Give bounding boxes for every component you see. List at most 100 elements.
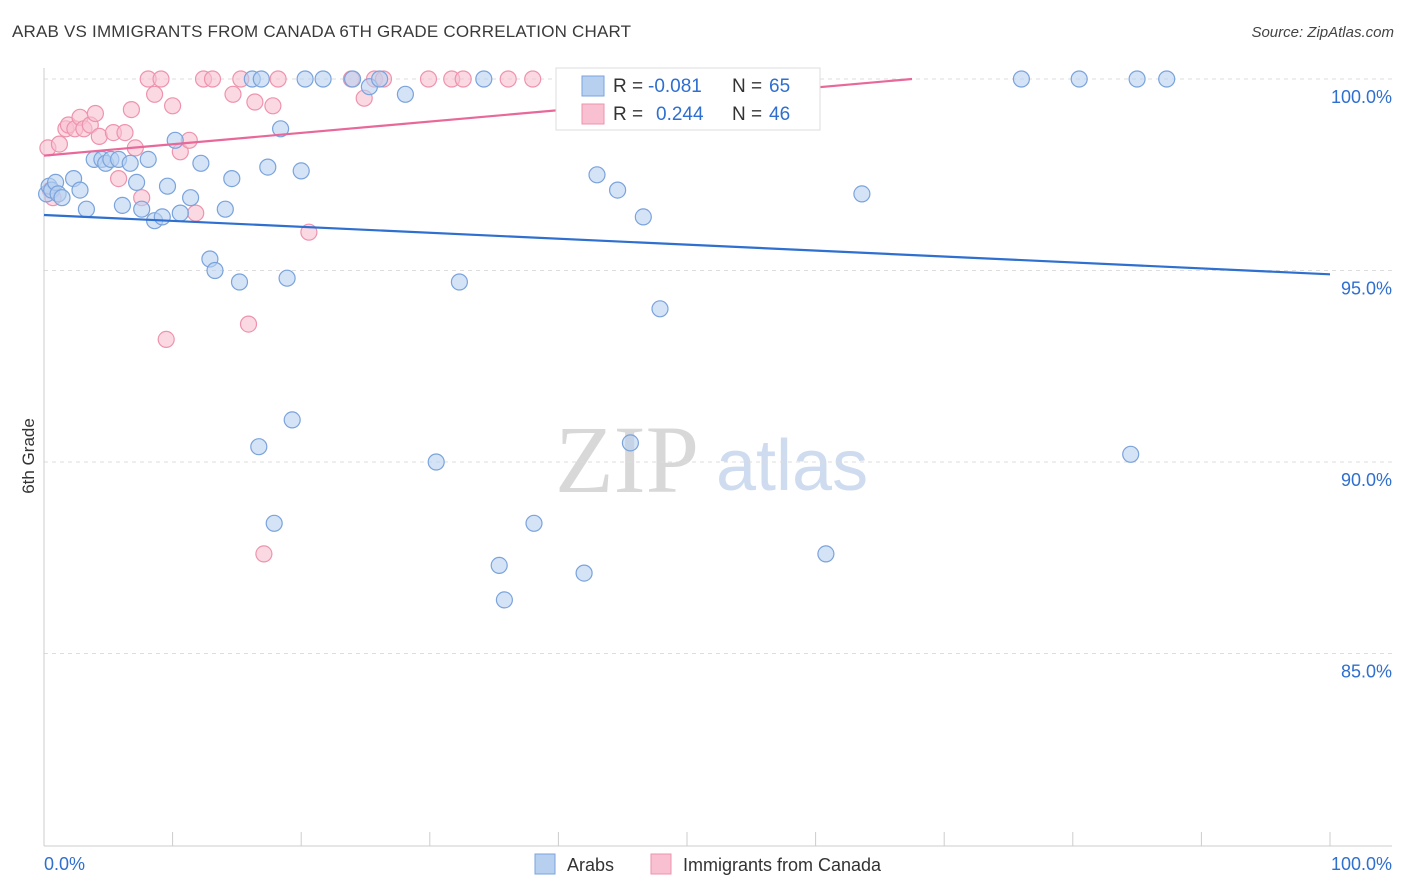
point-canada	[524, 70, 542, 88]
point-arabs	[171, 204, 189, 222]
point-canada	[269, 70, 287, 88]
point-arabs	[292, 162, 310, 180]
point-canada	[50, 135, 69, 153]
point-canada	[90, 127, 108, 145]
x-tick-label-max: 100.0%	[1331, 854, 1392, 874]
point-arabs	[817, 545, 835, 563]
point-canada	[203, 70, 222, 88]
point-arabs	[53, 189, 71, 207]
x-tick-marks	[172, 832, 1331, 846]
point-arabs	[490, 556, 508, 575]
bottom-legend-label-canada: Immigrants from Canada	[683, 855, 882, 875]
point-arabs	[121, 154, 139, 172]
point-arabs	[182, 189, 200, 207]
point-arabs	[853, 185, 871, 203]
bottom-legend-swatch-arabs	[534, 853, 556, 875]
watermark-atlas: atlas	[716, 426, 868, 506]
point-arabs	[1158, 70, 1176, 88]
stats-legend: R = -0.081 N = 65 R = 0.244 N = 46	[555, 67, 821, 131]
point-arabs	[621, 434, 640, 452]
point-arabs	[216, 200, 234, 218]
point-arabs	[192, 154, 210, 172]
point-canada	[146, 85, 164, 103]
legend-r-value-arabs: -0.081	[648, 76, 702, 97]
bottom-legend-swatch-canada	[650, 853, 672, 875]
point-arabs	[371, 70, 389, 88]
point-arabs	[283, 411, 301, 429]
point-arabs	[608, 181, 627, 199]
point-arabs	[396, 85, 414, 103]
point-arabs	[230, 273, 249, 291]
point-arabs	[495, 591, 513, 609]
x-tick-label-min: 0.0%	[44, 854, 85, 874]
point-arabs	[1128, 70, 1146, 88]
legend-n-label-canada: N =	[732, 104, 762, 125]
chart-title: ARAB VS IMMIGRANTS FROM CANADA 6TH GRADE…	[12, 22, 632, 41]
y-tick-label: 100.0%	[1331, 87, 1392, 107]
point-arabs	[252, 70, 270, 88]
point-canada	[454, 70, 472, 88]
point-arabs	[634, 208, 652, 226]
point-canada	[122, 100, 140, 119]
point-canada	[499, 70, 517, 88]
point-arabs	[278, 269, 296, 287]
point-canada	[246, 93, 264, 111]
point-canada	[224, 85, 242, 103]
point-arabs	[475, 70, 493, 88]
point-arabs	[272, 120, 290, 138]
point-canada	[152, 70, 170, 88]
point-canada	[419, 70, 438, 88]
point-arabs	[525, 514, 543, 532]
point-arabs	[259, 158, 277, 176]
trend-line-arabs	[43, 213, 1331, 276]
series-arabs-points	[37, 70, 1176, 609]
point-arabs	[223, 170, 241, 188]
point-canada	[187, 204, 205, 222]
point-canada	[116, 124, 134, 142]
point-arabs	[314, 70, 332, 88]
point-arabs	[265, 514, 283, 532]
y-tick-label: 85.0%	[1341, 662, 1392, 682]
point-arabs	[588, 166, 606, 184]
point-arabs	[71, 181, 89, 199]
point-arabs	[113, 196, 132, 214]
legend-r-label-canada: R =	[613, 104, 643, 125]
point-arabs	[1012, 70, 1031, 88]
point-arabs	[158, 177, 177, 195]
point-arabs	[206, 261, 224, 280]
point-arabs	[153, 208, 171, 226]
point-canada	[264, 97, 282, 115]
point-canada	[157, 330, 175, 348]
point-canada	[164, 97, 182, 115]
point-canada	[255, 545, 273, 563]
legend-n-value-canada: 46	[769, 104, 790, 125]
point-arabs	[651, 300, 669, 318]
point-arabs	[250, 438, 268, 456]
legend-r-value-canada: 0.244	[656, 104, 704, 125]
legend-swatch-arabs	[581, 75, 605, 97]
y-tick-labels: 100.0% 95.0% 90.0% 85.0%	[1331, 87, 1392, 682]
bottom-legend-label-arabs: Arabs	[567, 855, 614, 875]
y-tick-label: 90.0%	[1341, 470, 1392, 490]
y-axis-label: 6th Grade	[19, 418, 38, 494]
point-arabs	[77, 200, 96, 218]
legend-swatch-canada	[581, 103, 605, 125]
watermark-zip: ZIP	[555, 406, 699, 513]
point-arabs	[575, 564, 593, 582]
point-arabs	[296, 70, 314, 88]
legend-n-label-arabs: N =	[732, 76, 762, 97]
point-arabs	[128, 173, 146, 191]
point-canada	[109, 170, 128, 188]
point-arabs	[450, 273, 468, 291]
point-canada	[239, 315, 258, 333]
legend-r-label-arabs: R =	[613, 76, 643, 97]
point-arabs	[427, 453, 445, 471]
bottom-legend: Arabs Immigrants from Canada	[534, 853, 882, 875]
source-label: Source: ZipAtlas.com	[1251, 24, 1394, 41]
legend-n-value-arabs: 65	[769, 76, 790, 97]
point-arabs	[1122, 445, 1140, 463]
point-arabs	[1070, 70, 1088, 88]
point-arabs	[166, 131, 184, 149]
y-tick-label: 95.0%	[1341, 279, 1392, 299]
